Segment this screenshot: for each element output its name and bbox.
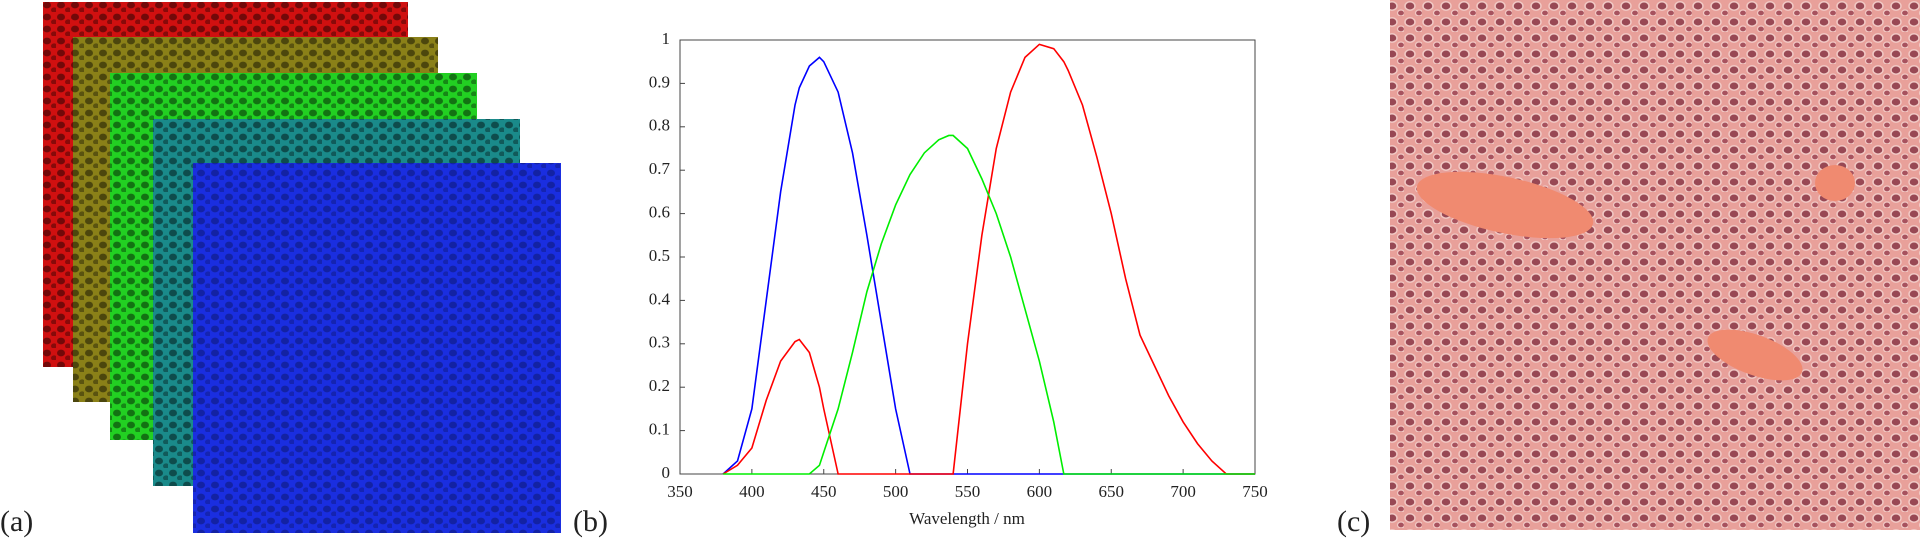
x-tick-label: 400 — [739, 482, 765, 501]
data-line — [722, 43, 1255, 475]
x-tick-label: 750 — [1242, 482, 1268, 501]
panel-label: (c) — [1337, 505, 1370, 538]
y-tick-label: 0.2 — [649, 376, 670, 395]
data-line — [723, 134, 1255, 475]
y-tick-label: 0.4 — [649, 289, 671, 308]
y-tick-label: 0.6 — [649, 203, 670, 222]
plot-frame — [679, 39, 1256, 475]
x-tick-label: 700 — [1170, 482, 1196, 501]
x-tick-label: 450 — [811, 482, 837, 501]
x-tick-label: 350 — [667, 482, 693, 501]
y-tick-label: 0.1 — [649, 420, 670, 439]
y-tick-label: 0.8 — [649, 116, 670, 135]
y-tick-label: 0 — [662, 463, 671, 482]
y-tick-label: 1 — [662, 29, 671, 48]
y-tick-label: 0.5 — [649, 246, 670, 265]
x-tick-label: 500 — [883, 482, 909, 501]
tissue-image — [1390, 0, 1920, 530]
panel-label: (b) — [573, 505, 608, 538]
x-axis-label: Wavelength / nm — [909, 509, 1025, 528]
data-line — [722, 56, 1255, 475]
x-tick-label: 550 — [955, 482, 981, 501]
channel-stack — [43, 2, 561, 533]
y-tick-label: 0.7 — [649, 159, 671, 178]
x-tick-label: 600 — [1027, 482, 1053, 501]
panel-label: (a) — [0, 505, 33, 538]
y-tick-label: 0.9 — [649, 72, 670, 91]
x-tick-label: 650 — [1099, 482, 1125, 501]
y-tick-label: 0.3 — [649, 333, 670, 352]
